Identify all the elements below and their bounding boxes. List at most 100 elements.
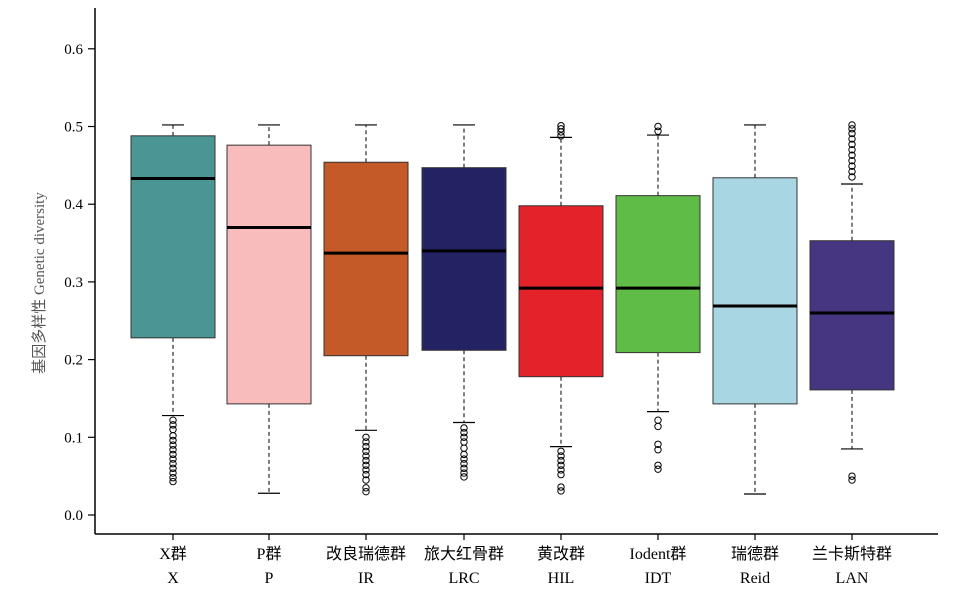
outlier-point	[362, 470, 370, 479]
iqr-box	[712, 177, 798, 405]
category-name-label: 黄改群	[537, 545, 585, 563]
category-code-label: X	[167, 570, 179, 587]
outlier-point	[654, 465, 662, 473]
iqr-box	[226, 144, 312, 405]
category-name-label: 瑞德群	[731, 545, 779, 563]
outlier-point	[654, 422, 662, 431]
outlier-point	[169, 441, 177, 449]
outlier-point	[169, 464, 177, 473]
outlier-point	[848, 146, 856, 154]
outlier-point	[460, 464, 468, 473]
outlier-point	[848, 140, 856, 149]
y-tick-label: 0.4	[64, 197, 83, 213]
outlier-point	[848, 173, 856, 181]
outlier-point	[654, 416, 662, 424]
category-name-label: 兰卡斯特群	[812, 545, 892, 563]
outlier-point	[169, 450, 177, 459]
outlier-point	[362, 433, 370, 441]
outlier-point	[557, 447, 565, 455]
outlier-point	[169, 460, 177, 468]
outlier-point	[169, 421, 177, 429]
outlier-point	[654, 446, 662, 454]
outlier-point	[460, 438, 468, 446]
y-tick-label: 0.3	[64, 275, 83, 291]
outlier-point	[848, 125, 856, 133]
outlier-point	[169, 425, 177, 434]
box-lrc	[421, 124, 507, 481]
outlier-point	[362, 476, 370, 484]
outlier-point	[460, 433, 468, 441]
box-lan	[809, 121, 895, 484]
outlier-point	[848, 135, 856, 143]
outlier-point	[362, 452, 370, 460]
outlier-point	[654, 440, 662, 448]
outlier-point	[169, 477, 177, 486]
outlier-point	[362, 442, 370, 451]
category-code-label: IR	[358, 570, 374, 587]
outlier-point	[848, 129, 856, 138]
y-tick-label: 0.6	[64, 42, 83, 58]
outlier-point	[557, 456, 565, 465]
outlier-point	[654, 461, 662, 469]
outlier-point	[169, 436, 177, 445]
category-code-label: LAN	[836, 570, 869, 587]
outlier-point	[460, 444, 468, 452]
outlier-point	[557, 487, 565, 495]
outlier-point	[848, 167, 856, 176]
outlier-point	[848, 151, 856, 159]
outlier-point	[169, 416, 177, 424]
y-tick-label: 0.5	[64, 120, 83, 136]
y-axis: 0.0 0.1 0.2 0.3 0.4 0.5 0.6	[64, 7, 96, 534]
category-name-label: X群	[159, 545, 187, 563]
category-code-label: IDT	[645, 570, 672, 587]
iqr-box	[421, 167, 507, 351]
outlier-point	[460, 428, 468, 437]
outlier-point	[557, 470, 565, 479]
outlier-point	[654, 127, 662, 135]
outlier-point	[362, 487, 370, 496]
outlier-point	[169, 432, 177, 440]
iqr-box	[809, 240, 895, 391]
outlier-point	[848, 476, 856, 484]
outlier-point	[169, 446, 177, 454]
outlier-point	[557, 132, 565, 140]
outlier-point	[654, 122, 662, 131]
category-name-label: Iodent群	[630, 545, 687, 563]
outlier-point	[362, 447, 370, 455]
outlier-point	[848, 121, 856, 129]
iqr-box	[323, 161, 409, 357]
box-series	[130, 121, 895, 496]
outlier-point	[557, 122, 565, 130]
y-tick-label: 0.0	[64, 508, 83, 524]
box-ir	[323, 124, 409, 496]
category-code-label: LRC	[448, 570, 479, 587]
category-name-label: P群	[257, 545, 282, 563]
box-reid	[712, 124, 798, 495]
outlier-point	[460, 450, 468, 459]
outlier-point	[557, 452, 565, 460]
outlier-point	[557, 125, 565, 133]
category-name-label: 改良瑞德群	[326, 545, 406, 563]
outlier-point	[362, 466, 370, 474]
y-axis-label: 基因多样性 Genetic diversity	[31, 192, 48, 374]
iqr-box	[130, 135, 216, 339]
box-idt	[615, 122, 701, 473]
category-code-label: Reid	[740, 570, 770, 587]
outlier-point	[460, 473, 468, 481]
outlier-point	[460, 469, 468, 477]
outlier-point	[848, 472, 856, 480]
outlier-point	[169, 469, 177, 477]
category-name-label: 旅大红骨群	[424, 545, 504, 563]
outlier-point	[460, 460, 468, 468]
outlier-point	[557, 466, 565, 474]
outlier-point	[557, 461, 565, 469]
outlier-point	[362, 456, 370, 465]
outlier-point	[848, 156, 856, 165]
outlier-point	[557, 483, 565, 491]
outlier-point	[169, 455, 177, 463]
outlier-point	[460, 424, 468, 432]
outlier-point	[362, 438, 370, 446]
y-tick-label: 0.2	[64, 353, 83, 369]
outlier-point	[169, 474, 177, 482]
